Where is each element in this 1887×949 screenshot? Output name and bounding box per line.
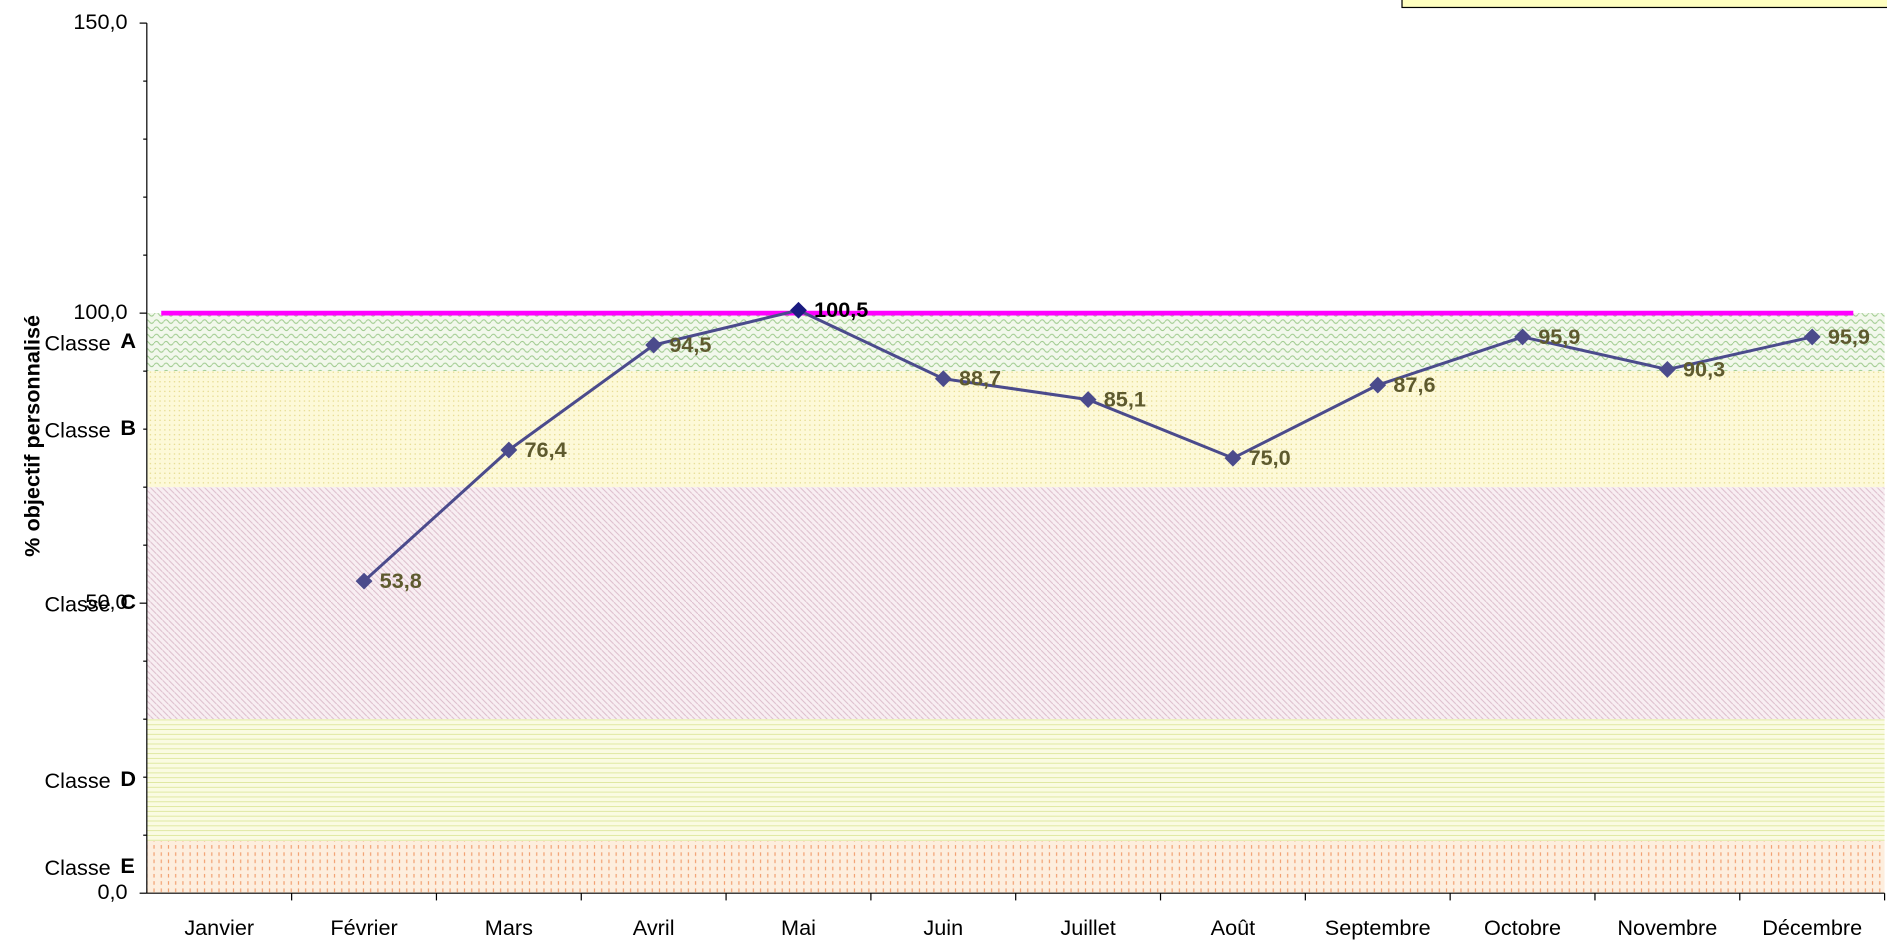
band-letter: C: [120, 589, 136, 614]
x-tick-label: Mai: [781, 915, 816, 940]
x-tick-label: Janvier: [184, 915, 254, 940]
x-tick-label: Mars: [485, 915, 533, 940]
band-label: Classe: [45, 330, 111, 355]
band-label: Classe: [45, 855, 111, 880]
marker: [790, 301, 807, 319]
y-tick-label: 100,0: [73, 299, 127, 324]
data-label: 87,6: [1393, 372, 1435, 397]
x-tick-label: Décembre: [1762, 915, 1862, 940]
class-band: [146, 313, 1885, 372]
data-label: 53,8: [380, 568, 422, 593]
class-band: [146, 719, 1885, 841]
band-letter: E: [120, 853, 134, 878]
x-tick-label: Juillet: [1060, 915, 1115, 940]
data-label: 90,3: [1683, 356, 1725, 381]
y-tick-label: 0,0: [97, 879, 127, 904]
band-label: Classe: [45, 768, 111, 793]
x-tick-label: Août: [1211, 915, 1256, 940]
x-tick-label: Juin: [923, 915, 963, 940]
y-tick-label: 50,0: [85, 589, 127, 614]
band-label: Classe: [45, 417, 111, 442]
data-label: 95,9: [1828, 324, 1870, 349]
class-band: [146, 487, 1885, 720]
data-label: 76,4: [525, 437, 567, 462]
band-letter: A: [120, 328, 136, 353]
data-label: 85,1: [1104, 386, 1146, 411]
x-tick-label: Octobre: [1484, 915, 1561, 940]
legend-box: [1401, 0, 1887, 9]
marker: [1369, 376, 1387, 394]
data-label: 100,5: [814, 297, 868, 322]
band-label: Classe: [45, 591, 111, 616]
y-tick-label: 150,0: [73, 9, 127, 34]
data-label: 94,5: [669, 332, 711, 357]
marker: [645, 336, 663, 354]
x-tick-label: Novembre: [1617, 915, 1717, 940]
marker: [1079, 391, 1097, 408]
data-label: 75,0: [1249, 445, 1291, 470]
y-axis-label: % objectif personnalisé: [19, 315, 44, 557]
band-letter: B: [120, 415, 136, 440]
x-tick-label: Avril: [633, 915, 675, 940]
class-band: [146, 840, 1885, 894]
x-tick-label: Février: [330, 915, 397, 940]
marker: [934, 370, 952, 388]
band-letter: D: [120, 766, 136, 791]
data-label: 95,9: [1538, 324, 1580, 349]
marker: [1803, 328, 1821, 346]
marker: [1658, 360, 1676, 378]
marker: [500, 441, 518, 459]
data-label: 88,7: [959, 366, 1001, 391]
marker: [1514, 328, 1531, 346]
x-tick-label: Septembre: [1325, 915, 1431, 940]
